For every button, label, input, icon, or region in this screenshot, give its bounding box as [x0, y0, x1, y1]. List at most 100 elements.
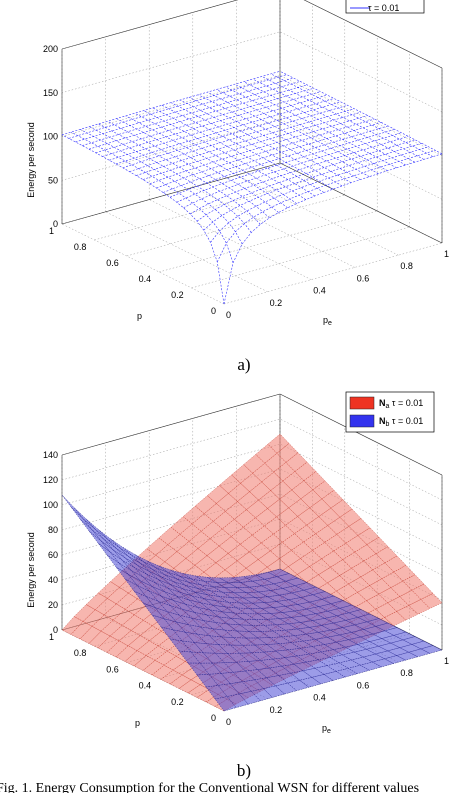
nb-surface-patch	[220, 636, 244, 646]
na-surface-patch	[230, 526, 253, 545]
nb-surface-patch	[227, 582, 251, 588]
plot-b-surfaces	[61, 433, 443, 712]
axis-edge	[61, 393, 281, 456]
nb-surface-patch	[236, 586, 260, 593]
plot-a-legend-box	[345, 0, 425, 14]
p-tick-label: 0.4	[139, 681, 152, 691]
na-surface-patch	[327, 516, 350, 535]
nb-surface-patch	[154, 607, 177, 623]
mesh-line	[225, 86, 388, 172]
na-surface-patch	[227, 543, 250, 562]
nb-surface-patch	[152, 569, 174, 582]
na-surface-patch	[315, 525, 338, 543]
nb-surface-patch	[275, 682, 298, 695]
figure-caption: Fig. 1. Energy Consumption for the Conve…	[0, 781, 419, 793]
na-surface-patch	[209, 528, 232, 547]
nb-surface-patch	[218, 577, 242, 584]
pe-tick-label: 0	[226, 310, 231, 320]
z-tick-label: 40	[48, 575, 58, 585]
plot-b-ylabel: pe	[322, 723, 331, 735]
mesh-line	[61, 70, 281, 136]
nb-surface-patch	[190, 617, 214, 630]
na-surface-patch	[194, 555, 217, 573]
na-surface-patch	[248, 542, 271, 560]
z-tick-label: 150	[43, 88, 58, 98]
mesh-line	[88, 84, 308, 150]
na-surface-patch	[324, 534, 347, 552]
na-surface-patch	[252, 525, 274, 544]
nb-surface-patch	[216, 582, 238, 588]
na-surface-patch	[303, 533, 325, 551]
nb-surface-patch	[233, 592, 257, 599]
p-tick-label: 0.6	[106, 664, 119, 674]
nb-surface-patch	[196, 674, 219, 688]
nb-surface-patch	[288, 597, 311, 605]
pe-tick-label: 0.6	[357, 680, 370, 690]
na-surface-patch	[98, 581, 120, 599]
nb-surface-patch	[187, 662, 210, 676]
nb-surface-patch	[239, 580, 263, 588]
plot-b-legend-label-na: Na τ = 0.01	[379, 398, 423, 410]
pe-tick-label: 0.6	[357, 273, 370, 283]
na-surface-patch	[103, 603, 126, 621]
na-surface-patch	[402, 574, 425, 591]
p-tick-label: 0	[211, 713, 216, 723]
na-surface-patch	[88, 630, 111, 649]
na-surface-patch	[178, 679, 201, 694]
p-tick-label: 0.2	[171, 290, 184, 300]
plot-a-subplot-label: a)	[237, 355, 250, 374]
mesh-line	[170, 102, 334, 190]
na-surface-patch	[345, 535, 368, 553]
plot-a-grid	[61, 0, 443, 305]
p-tick-label: 1	[49, 632, 54, 642]
na-surface-patch	[185, 548, 208, 566]
plot-a-legend: τ = 0.01	[345, 0, 425, 14]
nb-surface-patch	[146, 560, 169, 573]
na-surface-patch	[164, 551, 187, 569]
na-surface-patch	[306, 516, 329, 534]
p-tick-label: 0.8	[74, 242, 87, 252]
z-tick-label: 60	[48, 550, 58, 560]
nb-surface-patch	[178, 650, 201, 664]
na-surface-patch	[206, 545, 229, 563]
nb-surface-patch	[202, 620, 226, 631]
na-surface-patch	[261, 533, 283, 552]
na-surface-patch	[107, 587, 129, 605]
nb-surface-patch	[205, 685, 228, 700]
grid-line	[191, 226, 410, 289]
na-surface-patch	[215, 553, 238, 571]
z-tick-label: 120	[43, 475, 58, 485]
nb-surface-patch	[106, 554, 129, 575]
na-surface-patch	[97, 635, 120, 653]
pe-tick-label: 0.8	[400, 668, 413, 678]
nb-surface-patch	[145, 596, 168, 613]
nb-surface-patch	[70, 506, 93, 530]
na-surface-patch	[309, 558, 331, 575]
na-surface-patch	[245, 559, 268, 576]
mesh-line	[190, 136, 409, 215]
nb-surface-patch	[134, 567, 156, 584]
na-surface-patch	[282, 533, 304, 551]
mesh-line	[198, 94, 361, 180]
mesh-line	[134, 112, 297, 204]
na-surface-patch	[312, 542, 334, 560]
mesh-line	[210, 146, 429, 243]
na-surface-patch	[255, 508, 277, 527]
na-surface-patch	[176, 541, 199, 559]
p-tick-label: 0	[211, 306, 216, 316]
plot-a-ylabel: pe	[323, 315, 332, 327]
nb-surface-patch	[235, 661, 259, 672]
nb-surface-patch	[95, 529, 117, 549]
nb-surface-patch	[287, 680, 310, 691]
p-tick-label: 0.2	[171, 697, 184, 707]
na-surface-patch	[212, 511, 235, 530]
pe-tick-label: 0.8	[400, 261, 413, 271]
na-surface-patch	[351, 560, 374, 578]
nb-surface-patch	[230, 644, 253, 654]
nb-surface-patch	[290, 615, 314, 623]
na-surface-patch	[300, 550, 322, 567]
nb-surface-patch	[261, 583, 284, 591]
nb-surface-patch	[131, 570, 153, 587]
